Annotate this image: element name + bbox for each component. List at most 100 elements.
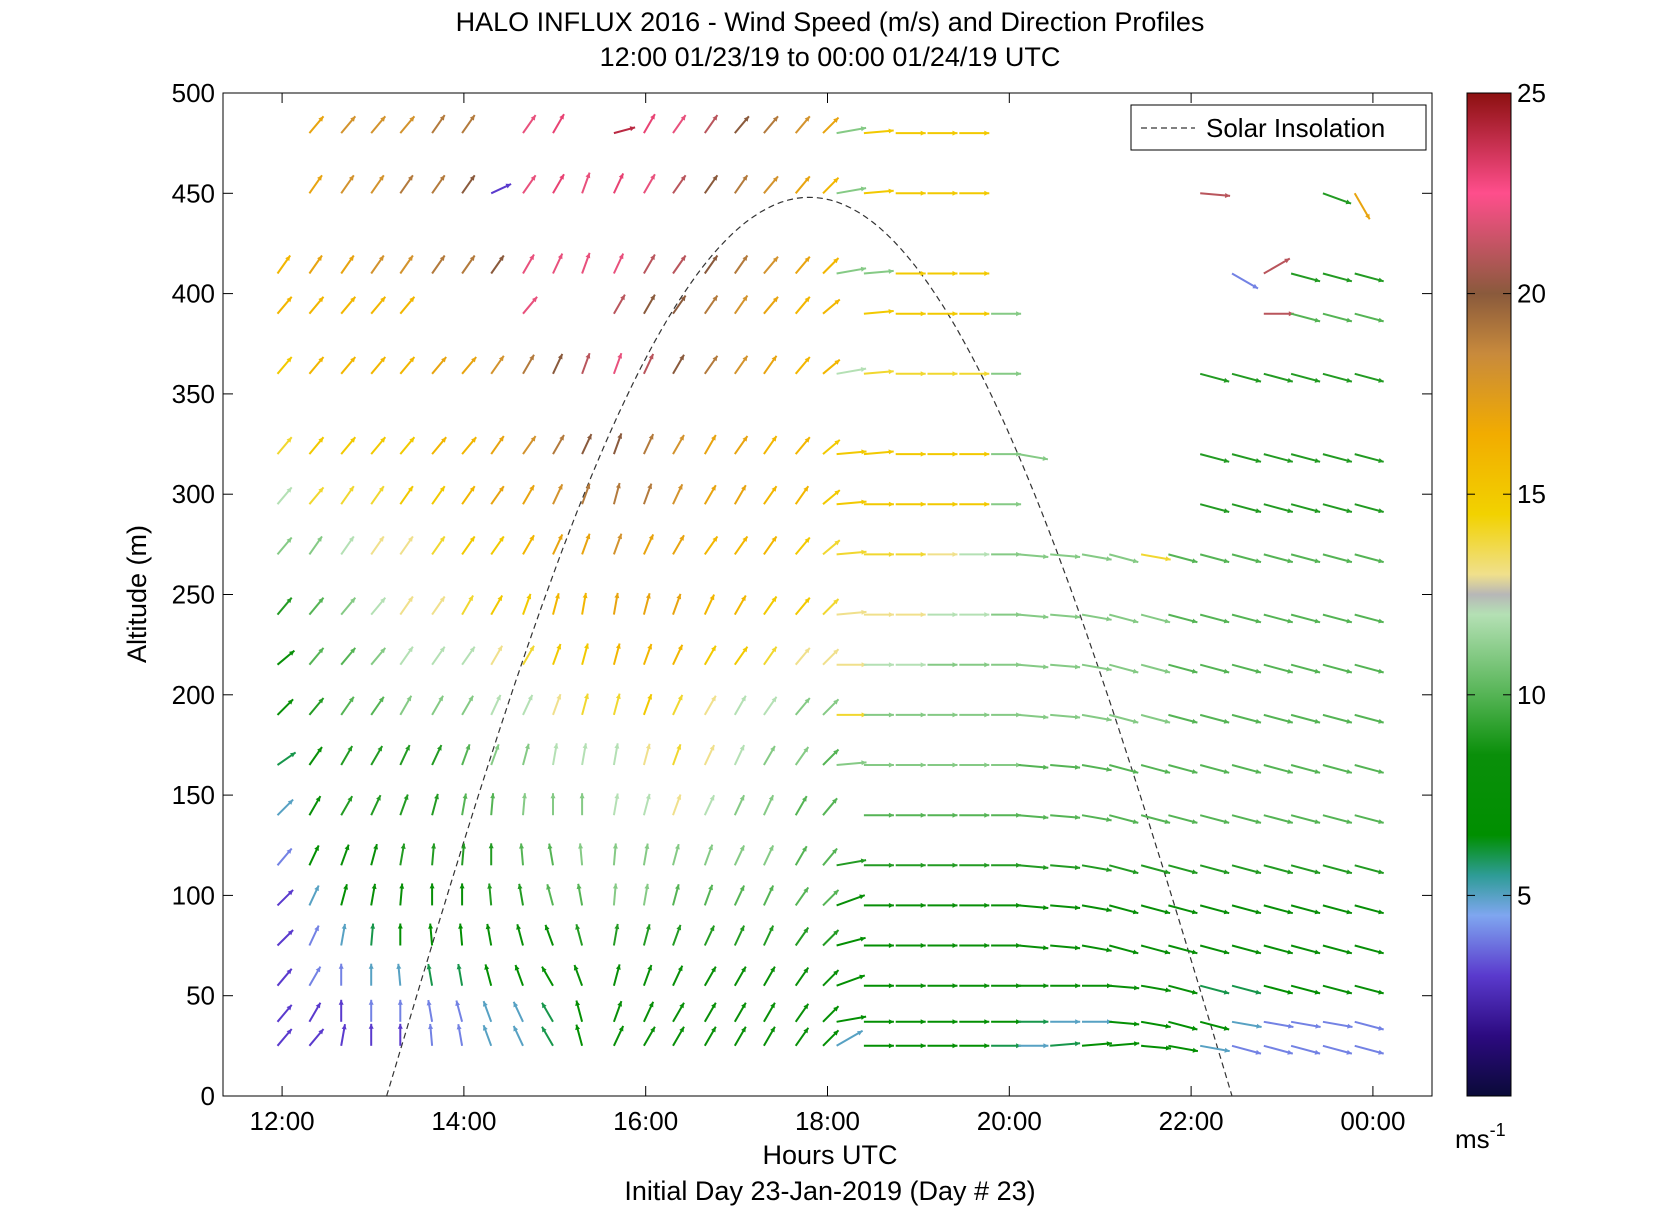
wind-barb	[959, 662, 990, 668]
wind-barb	[672, 534, 685, 555]
wind-barb	[490, 485, 505, 505]
wind-barb-head	[803, 887, 809, 893]
wind-barb-head	[348, 536, 354, 542]
wind-barb	[733, 695, 747, 716]
wind-barb	[822, 257, 840, 275]
wind-barb	[1168, 553, 1198, 564]
wind-barb	[1140, 764, 1171, 774]
wind-barb-head	[1223, 949, 1230, 955]
wind-barb	[672, 483, 684, 505]
wind-barb-head	[1346, 618, 1352, 624]
wind-barb	[763, 355, 778, 375]
wind-barb	[733, 646, 749, 666]
wind-barb	[927, 501, 958, 507]
wind-barb	[490, 743, 500, 766]
wind-barb-head	[469, 255, 475, 261]
wind-barb-head	[680, 295, 686, 302]
wind-barb-head	[315, 966, 321, 973]
wind-barb-head	[542, 1026, 547, 1033]
wind-barb	[836, 1015, 867, 1023]
wind-barb-head	[771, 596, 777, 603]
wind-barb-head	[771, 486, 777, 492]
wind-barb-head	[1164, 718, 1171, 724]
wind-barb	[552, 743, 559, 766]
wind-barb-head	[1314, 668, 1321, 674]
wind-barb-head	[456, 964, 462, 970]
wind-barb-head	[614, 923, 620, 930]
wind-barb	[794, 647, 811, 666]
wind-barb-head	[888, 501, 894, 507]
wind-barb-head	[1378, 819, 1384, 824]
wind-barb	[370, 296, 387, 315]
wind-barb-head	[532, 296, 538, 303]
wind-barb-head	[376, 795, 381, 801]
wind-barb-head	[888, 551, 894, 557]
wind-barb	[863, 612, 894, 618]
wind-barb	[1263, 1044, 1294, 1055]
wind-barb	[1322, 372, 1353, 383]
wind-barb	[490, 355, 505, 375]
wind-barb	[1168, 1020, 1198, 1031]
wind-barb-head	[497, 595, 503, 602]
wind-barb	[1322, 663, 1353, 674]
wind-barb-head	[1042, 456, 1048, 461]
wind-barb	[1322, 453, 1353, 463]
wind-barb	[370, 745, 384, 766]
wind-barb	[399, 744, 411, 766]
wind-barb-head	[888, 268, 894, 274]
wind-barb	[370, 883, 377, 906]
wind-barb-head	[1314, 508, 1321, 514]
wind-barb-head	[920, 943, 926, 948]
wind-barb	[672, 965, 684, 987]
wind-barb-head	[771, 536, 777, 542]
wind-barb-head	[408, 255, 413, 261]
colorbar: 5 10 15 20 25 ms-1	[1455, 78, 1546, 1154]
wind-barb-head	[338, 963, 344, 969]
wind-barb-head	[645, 743, 651, 750]
wind-barb	[613, 294, 626, 315]
wind-barb-head	[1191, 769, 1198, 774]
wind-barb	[703, 535, 719, 555]
wind-barb-head	[1346, 718, 1352, 724]
wind-barb	[991, 371, 1022, 377]
wind-barb	[1263, 372, 1294, 383]
wind-barb	[822, 116, 840, 134]
wind-barb-head	[317, 536, 322, 542]
wind-barb	[1354, 663, 1384, 674]
wind-barb	[733, 174, 749, 194]
wind-barb-head	[1191, 558, 1198, 564]
wind-barb	[863, 369, 894, 375]
wind-barb-head	[1132, 949, 1139, 955]
wind-barb	[461, 743, 471, 766]
wind-barb	[368, 963, 374, 986]
wind-barb	[836, 549, 867, 556]
wind-barb	[1354, 503, 1384, 514]
wind-barb	[541, 966, 554, 987]
x-tick-label: 16:00	[613, 1106, 678, 1136]
wind-barb	[1322, 613, 1353, 624]
wind-barb-head	[1287, 508, 1293, 514]
wind-barb	[613, 126, 636, 135]
wind-barb-head	[888, 449, 894, 455]
wind-barb	[308, 296, 325, 315]
wind-barb-head	[952, 1019, 958, 1025]
wind-barb	[863, 1043, 894, 1049]
wind-barb-head	[952, 501, 958, 507]
wind-barb	[612, 592, 620, 615]
wind-barb-head	[1378, 317, 1384, 323]
wind-barb-head	[526, 593, 532, 600]
wind-barb-head	[804, 437, 810, 443]
wind-barb-head	[348, 486, 354, 492]
wind-barb	[1168, 1044, 1199, 1053]
wind-barb	[490, 183, 512, 195]
wind-barb-head	[380, 647, 386, 654]
wind-barb-head	[833, 177, 839, 183]
wind-barb	[959, 812, 990, 818]
wind-barb	[1050, 613, 1081, 620]
wind-barb	[368, 1023, 374, 1046]
wind-barb	[399, 535, 414, 555]
wind-barb	[794, 296, 811, 315]
wind-barb-head	[1074, 865, 1081, 870]
wind-barb	[895, 662, 926, 668]
wind-barb	[927, 551, 958, 557]
